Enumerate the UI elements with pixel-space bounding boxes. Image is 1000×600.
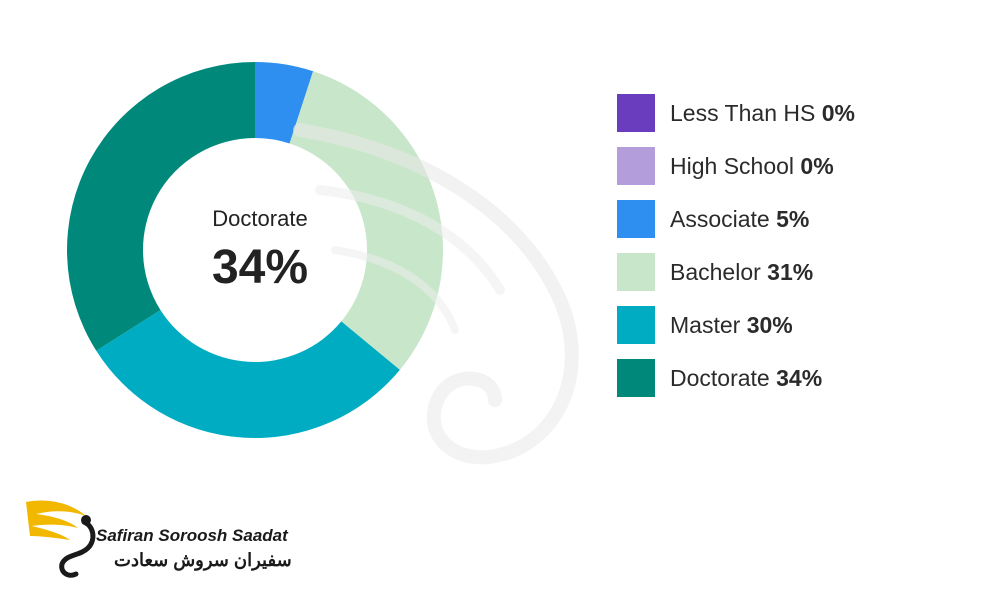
legend-label: High School [670,152,795,179]
legend-value: 34% [776,364,823,391]
legend-value: 31% [767,258,814,285]
legend-item-bachelor: Bachelor 31% [617,253,977,291]
center-label-title: Doctorate [212,206,308,231]
legend-item-high-school: High School 0% [617,147,977,185]
legend-label: Doctorate [670,364,770,391]
legend-swatch [617,200,655,238]
legend-value: 5% [776,205,810,232]
legend-label: Associate [670,205,770,232]
legend-label: Master [670,311,741,338]
donut-slice-master [96,310,400,439]
bird-logo-icon [26,500,96,578]
donut-slice-bachelor [289,71,443,370]
donut-slice-doctorate [66,61,255,351]
legend-swatch [617,147,655,185]
chart-legend: Less Than HS 0% High School 0% Associate… [617,94,977,412]
legend-swatch [617,94,655,132]
watermark-icon [293,123,579,465]
brand-name-en: Safiran Soroosh Saadat [96,526,288,545]
legend-label: Bachelor [670,258,761,285]
legend-text: Associate 5% [670,206,809,233]
legend-label: Less Than HS [670,99,816,126]
donut-slice-associate [255,62,314,144]
legend-item-master: Master 30% [617,306,977,344]
legend-text: Less Than HS 0% [670,100,855,127]
legend-text: Doctorate 34% [670,365,822,392]
legend-item-doctorate: Doctorate 34% [617,359,977,397]
legend-text: High School 0% [670,153,834,180]
legend-item-less-than-hs: Less Than HS 0% [617,94,977,132]
brand-logo: Safiran Soroosh Saadat سفیران سروش سعادت [22,492,312,582]
legend-text: Bachelor 31% [670,259,813,286]
brand-name-fa: سفیران سروش سعادت [114,550,292,570]
legend-text: Master 30% [670,312,793,339]
center-label-value: 34% [211,241,309,294]
legend-item-associate: Associate 5% [617,200,977,238]
legend-value: 30% [746,311,793,338]
legend-swatch [617,306,655,344]
legend-swatch [617,253,655,291]
legend-swatch [617,359,655,397]
legend-value: 0% [821,99,855,126]
donut-slices [66,61,443,439]
legend-value: 0% [800,152,834,179]
